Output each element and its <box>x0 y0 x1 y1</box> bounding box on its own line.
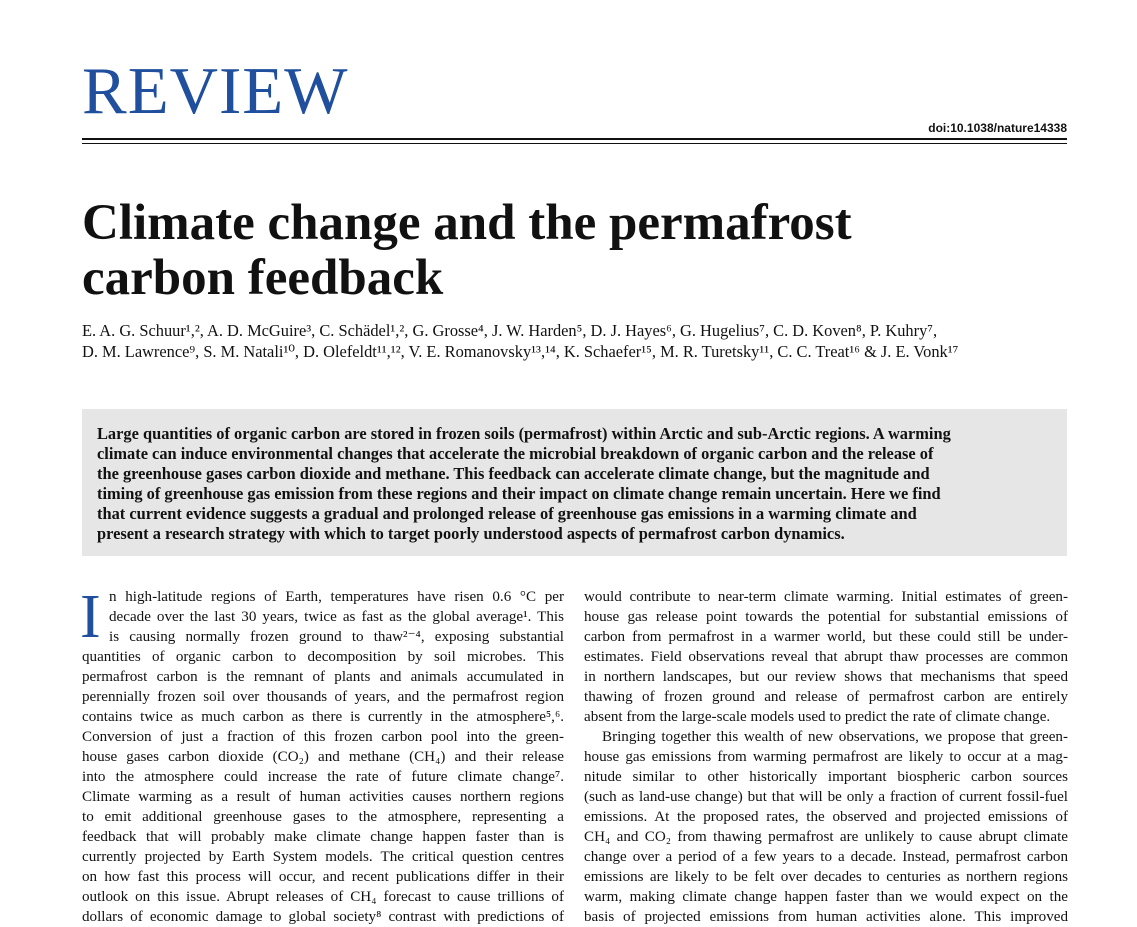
abstract-box: Large quantities of organic carbon are s… <box>82 409 1067 556</box>
author-list-line: E. A. G. Schuur¹,², A. D. McGuire³, C. S… <box>82 321 938 340</box>
body-line: Bringing together this wealth of new obs… <box>602 729 1068 745</box>
body-line: is causing normally frozen ground to tha… <box>109 629 564 645</box>
body-line: dollars of economic damage to global soc… <box>82 909 564 925</box>
body-line: emissions. At the proposed rates, the ob… <box>584 809 1068 825</box>
abstract-line: timing of greenhouse gas emission from t… <box>97 484 941 503</box>
abstract-text: Large quantities of organic carbon are s… <box>97 424 1051 544</box>
body-column-left: I n high-latitude regions of Earth, temp… <box>80 583 564 927</box>
doi-text[interactable]: doi:10.1038/nature14338 <box>928 121 1067 135</box>
body-line: thawing of frozen ground and release of … <box>584 689 1068 705</box>
body-line: contains twice as much carbon as there i… <box>82 709 564 725</box>
abstract-line: present a research strategy with which t… <box>97 524 845 543</box>
body-line: house gases carbon dioxide (CO₂) and met… <box>82 749 564 765</box>
body-line: Conversion of just a fraction of this fr… <box>82 729 564 745</box>
body-line: warm, making climate change happen faste… <box>584 889 1068 905</box>
author-list-line: D. M. Lawrence⁹, S. M. Natali¹⁰, D. Olef… <box>82 342 959 361</box>
abstract-line: that current evidence suggests a gradual… <box>97 504 917 523</box>
body-line: CH₄ and CO₂ from thawing permafrost are … <box>584 829 1068 845</box>
article-title: Climate change and the permafrost carbon… <box>82 196 1062 306</box>
body-column-right: would contribute to near-term climate wa… <box>584 587 1068 927</box>
body-line: quantities of organic carbon to decompos… <box>82 649 564 665</box>
body-line: outlook on this issue. Abrupt releases o… <box>82 889 564 905</box>
drop-cap: I <box>80 583 101 651</box>
header-rule-thick <box>82 138 1067 140</box>
body-line: absent from the large-scale models used … <box>584 709 1051 725</box>
body-line: feedback that will probably make climate… <box>82 829 564 845</box>
article-title-line: Climate change and the permafrost <box>82 195 852 251</box>
abstract-line: the greenhouse gases carbon dioxide and … <box>97 464 930 483</box>
body-line: to emit additional greenhouse gases to t… <box>82 809 564 825</box>
body-line: currently projected by Earth System mode… <box>82 849 564 865</box>
body-line: estimates. Field observations reveal tha… <box>584 649 1068 665</box>
header-rule-thin <box>82 143 1067 144</box>
body-line: in northern landscapes, but our review s… <box>584 669 1068 685</box>
body-line: nitude similar to other historically imp… <box>584 769 1068 785</box>
body-line: Climate warming as a result of human act… <box>82 789 564 805</box>
body-line: permafrost carbon is the remnant of plan… <box>82 669 564 685</box>
section-label: REVIEW <box>82 54 349 128</box>
body-line: would contribute to near-term climate wa… <box>584 589 1068 605</box>
body-line: n high-latitude regions of Earth, temper… <box>109 589 564 605</box>
body-line: change over a period of a few years to a… <box>584 849 1068 865</box>
body-line: perennially frozen soil over thousands o… <box>82 689 564 705</box>
body-line: emissions are likely to be felt over dec… <box>584 869 1068 885</box>
body-line: decade over the last 30 years, twice as … <box>109 609 564 625</box>
body-line: basis of projected emissions from human … <box>584 909 1068 925</box>
abstract-line: climate can induce environmental changes… <box>97 444 934 463</box>
abstract-line: Large quantities of organic carbon are s… <box>97 424 951 443</box>
body-line: house gas emissions from warming permafr… <box>584 749 1068 765</box>
body-line: house gas release point towards the pote… <box>584 609 1068 625</box>
body-line: carbon from permafrost in a warmer world… <box>584 629 1068 645</box>
body-line: on how fast this process will occur, and… <box>82 869 564 885</box>
body-line: into the atmosphere could increase the r… <box>82 769 564 785</box>
article-title-line: carbon feedback <box>82 250 444 306</box>
author-list: E. A. G. Schuur¹,², A. D. McGuire³, C. S… <box>82 320 1070 362</box>
body-line: (such as land-use change) but that will … <box>584 789 1068 805</box>
